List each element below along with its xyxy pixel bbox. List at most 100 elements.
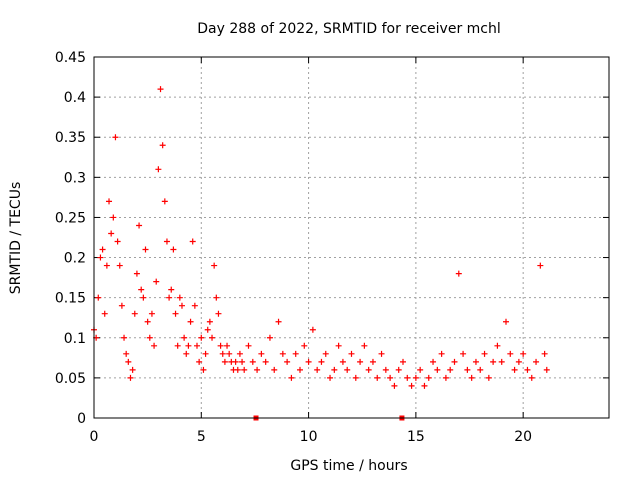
data-point <box>114 238 121 245</box>
data-point <box>144 318 151 325</box>
data-point <box>191 302 198 309</box>
data-point <box>129 366 136 373</box>
data-point <box>498 358 505 365</box>
y-tick-label: 0.35 <box>55 130 86 146</box>
data-point <box>127 374 134 381</box>
y-tick-label: 0.4 <box>64 90 86 106</box>
data-point <box>224 342 231 349</box>
data-point <box>226 350 233 357</box>
data-point <box>537 262 544 269</box>
data-point <box>288 374 295 381</box>
y-axis-label: SRMTID / TECUs <box>8 182 24 295</box>
data-point <box>524 366 531 373</box>
data-point <box>271 366 278 373</box>
data-point <box>400 358 406 365</box>
data-point <box>183 350 190 357</box>
x-tick-label: 0 <box>90 429 99 445</box>
data-point <box>442 374 449 381</box>
data-point <box>99 246 106 253</box>
data-point <box>108 230 115 237</box>
data-point <box>494 342 501 349</box>
x-tick-label: 20 <box>514 429 532 445</box>
data-point <box>472 358 479 365</box>
data-point <box>511 366 518 373</box>
data-point <box>425 374 432 381</box>
data-point <box>344 366 351 373</box>
x-tick-label: 15 <box>407 429 425 445</box>
data-point <box>327 374 334 381</box>
data-point <box>245 342 252 349</box>
y-tick-label: 0 <box>77 411 86 427</box>
data-point <box>170 246 177 253</box>
data-point <box>198 334 205 341</box>
data-point <box>515 358 522 365</box>
data-point <box>118 302 125 309</box>
data-point <box>391 382 398 389</box>
data-point <box>215 310 222 317</box>
data-point <box>189 238 196 245</box>
data-point <box>213 294 220 301</box>
data-point <box>116 262 123 269</box>
data-point <box>151 342 158 349</box>
data-point <box>200 366 207 373</box>
data-point <box>178 302 185 309</box>
data-point <box>140 294 147 301</box>
data-point <box>447 366 454 373</box>
data-point <box>297 366 303 373</box>
data-point <box>490 358 497 365</box>
data-point <box>382 366 389 373</box>
data-point <box>503 318 509 325</box>
axis-ticks <box>93 56 609 419</box>
data-point <box>159 142 166 149</box>
data-point <box>172 310 179 317</box>
data-point <box>339 358 346 365</box>
data-point <box>378 350 385 357</box>
data-point <box>123 350 130 357</box>
data-point <box>335 342 342 349</box>
data-point <box>254 366 261 373</box>
data-point <box>275 318 282 325</box>
data-point <box>161 198 168 205</box>
data-point <box>110 214 117 221</box>
data-point <box>455 270 462 277</box>
data-point <box>181 334 188 341</box>
data-points <box>91 86 550 389</box>
y-tick-labels: 0 0.05 0.1 0.15 0.2 0.25 0.3 0.35 0.4 0.45 <box>55 50 86 427</box>
data-point <box>434 366 441 373</box>
data-point <box>361 342 368 349</box>
data-point <box>196 358 203 365</box>
data-point <box>194 342 200 349</box>
data-point <box>155 166 162 173</box>
data-point <box>146 334 153 341</box>
data-point <box>352 374 359 381</box>
y-tick-label: 0.2 <box>64 251 86 267</box>
data-point <box>301 342 308 349</box>
data-point <box>305 358 312 365</box>
data-point <box>187 318 194 325</box>
data-point <box>142 246 149 253</box>
data-point <box>314 366 321 373</box>
data-point <box>157 86 164 93</box>
data-point <box>408 382 415 389</box>
data-point <box>357 358 364 365</box>
data-point <box>202 350 209 357</box>
data-point <box>241 366 248 373</box>
data-point <box>365 366 372 373</box>
data-point <box>374 374 381 381</box>
data-point <box>95 294 102 301</box>
data-point <box>331 366 338 373</box>
data-point <box>395 366 402 373</box>
data-point <box>279 350 286 357</box>
data-point <box>204 326 211 333</box>
data-point <box>412 374 419 381</box>
data-point <box>322 350 329 357</box>
data-point <box>507 350 514 357</box>
x-axis-label: GPS time / hours <box>290 458 407 474</box>
data-point <box>166 294 173 301</box>
y-tick-label: 0.1 <box>64 331 86 347</box>
chart-title: Day 288 of 2022, SRMTID for receiver mch… <box>197 21 501 37</box>
data-point <box>404 374 411 381</box>
y-tick-label: 0.15 <box>55 291 86 307</box>
data-point <box>125 358 132 365</box>
